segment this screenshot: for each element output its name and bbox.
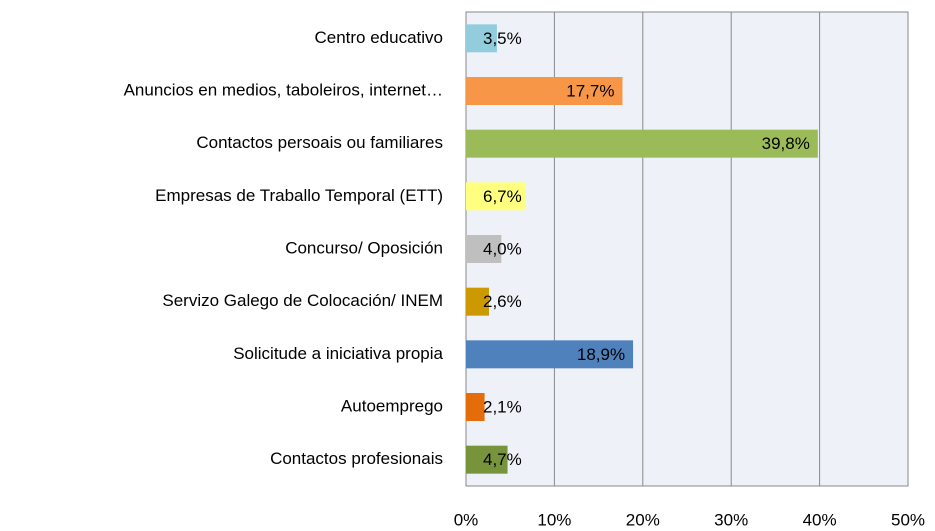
value-label: 2,6% <box>483 292 522 311</box>
x-tick-label: 50% <box>891 510 925 529</box>
bar <box>466 24 497 53</box>
x-tick-label: 20% <box>626 510 660 529</box>
y-tick-label: Anuncios en medios, taboleiros, internet… <box>124 80 443 99</box>
value-label: 39,8% <box>762 134 810 153</box>
x-tick-label: 30% <box>714 510 748 529</box>
y-tick-label: Centro educativo <box>314 28 443 47</box>
y-tick-label: Contactos profesionais <box>270 449 443 468</box>
bar <box>466 129 818 158</box>
x-tick-label: 0% <box>454 510 479 529</box>
y-tick-label: Concurso/ Oposición <box>285 238 443 257</box>
x-tick-label: 40% <box>803 510 837 529</box>
value-label: 2,1% <box>483 397 522 416</box>
bar <box>466 287 489 316</box>
value-label: 17,7% <box>566 81 614 100</box>
value-label: 3,5% <box>483 29 522 48</box>
y-tick-label: Solicitude a iniciativa propia <box>233 344 443 363</box>
bar <box>466 340 634 369</box>
value-label: 4,0% <box>483 239 522 258</box>
y-tick-label: Contactos persoais ou familiares <box>196 133 443 152</box>
bar <box>466 235 502 263</box>
value-label: 4,7% <box>483 450 522 469</box>
y-tick-label: Servizo Galego de Colocación/ INEM <box>162 291 443 310</box>
bar <box>466 77 623 105</box>
x-tick-label: 10% <box>537 510 571 529</box>
y-tick-label: Empresas de Traballo Temporal (ETT) <box>155 186 443 205</box>
bar <box>466 445 508 474</box>
bar <box>466 182 526 211</box>
value-label: 6,7% <box>483 187 522 206</box>
y-tick-label: Autoemprego <box>341 396 443 415</box>
value-label: 18,9% <box>577 345 625 364</box>
bar <box>466 393 485 421</box>
